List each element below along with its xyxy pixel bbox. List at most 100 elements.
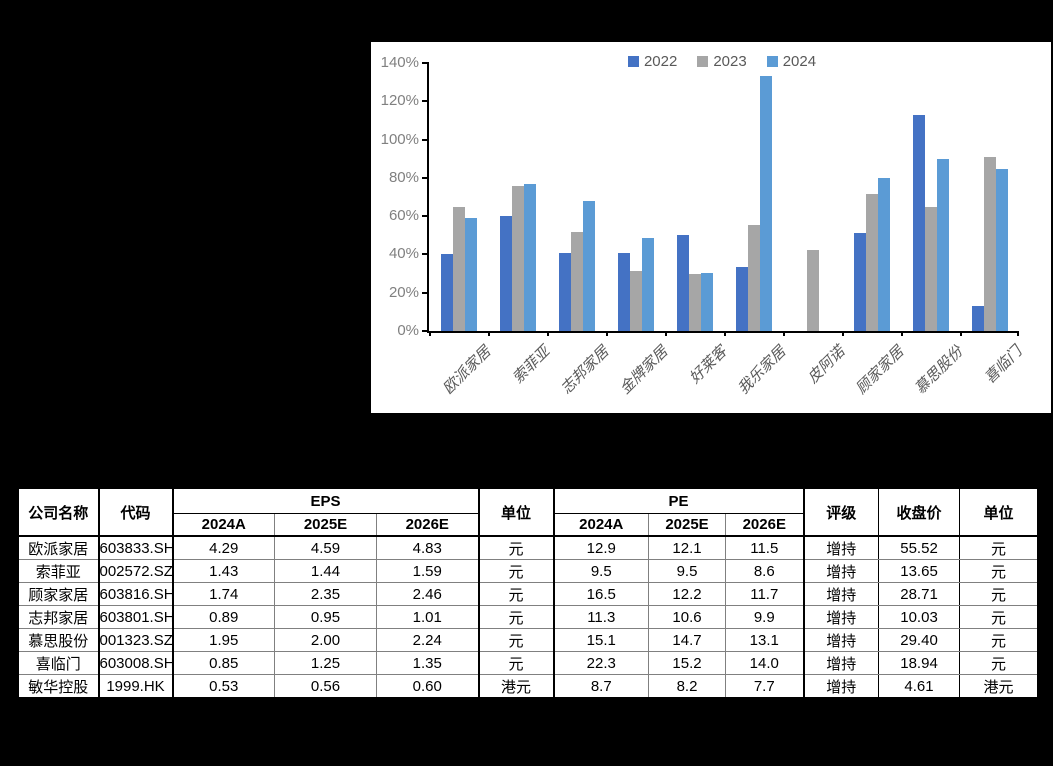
table-cell: 603008.SH (98, 651, 174, 675)
x-axis-tick-mark (665, 331, 667, 336)
table-cell: 0.56 (274, 674, 377, 699)
y-axis-tick-label: 80% (388, 168, 419, 186)
x-axis-tick-mark (842, 331, 844, 336)
y-axis-tick-label: 40% (388, 245, 419, 263)
table-cell: 55.52 (878, 536, 961, 560)
col-subheader-eps-2024A: 2024A (172, 513, 275, 537)
bar-2022 (735, 266, 748, 331)
table-cell: 8.6 (725, 559, 805, 583)
table-row-欧派家居: 欧派家居 603833.SH 4.29 4.59 4.83 元 12.9 12.1 11.5 增持… (17, 536, 1039, 560)
table-cell: 敏华控股 (17, 674, 100, 699)
bar-2023 (806, 249, 819, 331)
x-axis-tick-mark (606, 331, 608, 336)
table-row-喜临门: 喜临门 603008.SH 0.85 1.25 1.35 元 22.3 15.2 14.0 增持 1… (17, 651, 1039, 675)
y-axis-tick-label: 20% (388, 283, 419, 301)
bar-2022 (912, 114, 925, 331)
table-cell: 13.1 (725, 628, 805, 652)
bar-2024 (877, 177, 890, 331)
bar-group-欧派家居 (429, 63, 488, 331)
table-cell: 11.7 (725, 582, 805, 606)
table-cell: 增持 (803, 536, 880, 560)
table-cell: 志邦家居 (17, 605, 100, 629)
table-cell: 15.1 (553, 628, 649, 652)
col-header-company: 公司名称 (17, 487, 100, 537)
y-axis-tick-mark (422, 330, 429, 332)
col-subheader-pe-2024A: 2024A (553, 513, 649, 537)
table-cell: 001323.SZ (98, 628, 174, 652)
legend-swatch-icon (766, 56, 778, 67)
bar-group-志邦家居 (547, 63, 606, 331)
legend-item-2022: 2022 (627, 53, 678, 70)
bar-2024 (936, 158, 949, 331)
table-cell: 1.01 (376, 605, 480, 629)
col-header-rating: 评级 (803, 487, 880, 537)
table-cell: 4.61 (878, 674, 961, 699)
col-subheader-eps-2026E: 2026E (376, 513, 480, 537)
y-axis-tick-mark (422, 176, 429, 179)
legend-swatch-icon (627, 56, 639, 67)
table-cell: 元 (959, 605, 1039, 629)
table-cell: 4.59 (274, 536, 377, 560)
y-axis-tick-label: 0% (397, 322, 419, 339)
bar-2023 (924, 206, 937, 331)
table-cell: 12.2 (648, 582, 726, 606)
col-subheader-eps-2025E: 2025E (274, 513, 377, 537)
bar-2022 (499, 216, 512, 331)
bar-2023 (629, 270, 642, 331)
table-cell: 0.53 (172, 674, 275, 699)
table-cell: 元 (959, 582, 1039, 606)
legend-item-2024: 2024 (766, 53, 817, 70)
table-cell: 1.74 (172, 582, 275, 606)
legend-label: 2023 (713, 53, 747, 70)
col-header-eps: EPS (172, 487, 480, 514)
table-row-慕思股份: 慕思股份 001323.SZ 1.95 2.00 2.24 元 15.1 14.7 13.1 增持… (17, 628, 1039, 652)
bar-2023 (452, 206, 465, 331)
x-axis-category-label: 喜临门 (981, 343, 1026, 387)
table-cell: 欧派家居 (17, 536, 100, 560)
table-cell: 28.71 (878, 582, 961, 606)
bar-2023 (865, 194, 878, 331)
y-axis-tick-mark (422, 100, 429, 103)
table-cell: 29.40 (878, 628, 961, 652)
table-cell: 增持 (803, 674, 880, 699)
bar-2022 (971, 306, 984, 331)
table-cell: 增持 (803, 605, 880, 629)
table-cell: 1.95 (172, 628, 275, 652)
legend-label: 2024 (782, 53, 817, 70)
growth-bar-chart-panel: 2022 2023 2024 0% 20% 40% 60% 80% 100% 120% 140% 欧… (371, 42, 1051, 413)
table-cell: 增持 (803, 559, 880, 583)
table-cell: 2.35 (274, 582, 377, 606)
x-axis-tick-mark (429, 331, 431, 336)
x-axis-tick-mark (488, 331, 490, 336)
table-cell: 10.6 (648, 605, 726, 629)
table-cell: 0.85 (172, 651, 275, 675)
x-axis-category-label: 我乐家居 (734, 343, 790, 398)
table-cell: 2.24 (376, 628, 480, 652)
bar-2022 (676, 235, 689, 331)
bar-group-慕思股份 (901, 63, 960, 331)
bar-series-container (429, 63, 1019, 331)
legend-label: 2022 (643, 53, 678, 70)
bar-2024 (641, 238, 654, 331)
table-cell: 2.46 (376, 582, 480, 606)
x-axis-category-label: 志邦家居 (557, 343, 613, 398)
x-axis-tick-mark (783, 331, 785, 336)
bar-2024 (700, 272, 713, 331)
table-cell: 18.94 (878, 651, 961, 675)
y-axis-tick-label: 120% (380, 92, 419, 110)
table-cell: 增持 (803, 628, 880, 652)
table-row-志邦家居: 志邦家居 603801.SH 0.89 0.95 1.01 元 11.3 10.6 9.9 增持 1… (17, 605, 1039, 629)
table-cell: 元 (478, 628, 555, 652)
table-cell: 4.83 (376, 536, 480, 560)
table-row-顾家家居: 顾家家居 603816.SH 1.74 2.35 2.46 元 16.5 12.2 11.7 增持… (17, 582, 1039, 606)
y-axis-tick-label: 100% (380, 130, 419, 148)
valuation-table: 公司名称 代码 EPS 单位 PE 评级 收盘价 单位 2024A 2025E 2026E 2024A… (16, 486, 1041, 700)
bar-2023 (570, 232, 583, 331)
table-cell: 14.0 (725, 651, 805, 675)
table-cell: 10.03 (878, 605, 961, 629)
table-cell: 元 (478, 559, 555, 583)
bar-2024 (995, 169, 1008, 331)
bar-group-索菲亚 (488, 63, 547, 331)
chart-legend: 2022 2023 2024 (427, 53, 1017, 70)
